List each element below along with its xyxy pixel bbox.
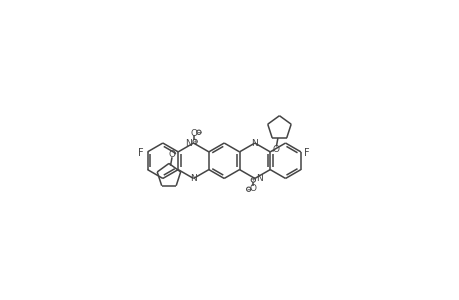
Text: +: + — [192, 139, 197, 144]
Text: F: F — [303, 148, 309, 158]
Text: O: O — [168, 150, 175, 159]
Text: F: F — [138, 148, 143, 158]
Text: +: + — [250, 178, 255, 182]
Text: O: O — [190, 128, 197, 137]
Text: −: − — [196, 130, 201, 135]
Text: −: − — [246, 187, 251, 192]
Text: O: O — [249, 184, 256, 193]
Text: N: N — [256, 174, 263, 183]
Text: N: N — [190, 174, 196, 183]
Text: N: N — [185, 139, 191, 148]
Text: O: O — [272, 145, 279, 154]
Text: N: N — [251, 139, 257, 148]
